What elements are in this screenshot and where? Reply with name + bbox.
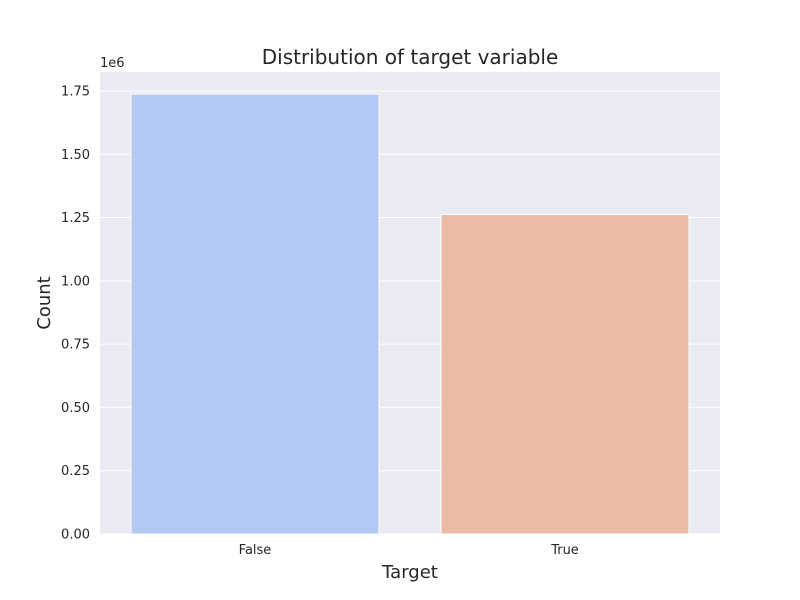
bar-false (130, 93, 380, 535)
y-tick-label: 0.75 (61, 338, 90, 353)
y-tick-label: 1.00 (61, 274, 90, 289)
y-offset-label: 1e6 (100, 56, 125, 71)
y-tick-label: 1.75 (61, 84, 90, 99)
x-tick-label: False (239, 543, 272, 558)
y-tick-label: 0.50 (61, 401, 90, 416)
bars (130, 93, 690, 535)
x-tick-label: True (550, 543, 579, 558)
y-tick-label: 0.00 (61, 528, 90, 543)
y-tick-label: 1.25 (61, 211, 90, 226)
y-tick-labels: 0.00 0.25 0.50 0.75 1.00 1.25 1.50 1.75 (61, 84, 90, 542)
x-axis-label: Target (381, 562, 438, 583)
chart-title: Distribution of target variable (262, 45, 559, 69)
y-axis-label: Count (34, 276, 55, 329)
y-tick-label: 1.50 (61, 148, 90, 163)
y-tick-label: 0.25 (61, 464, 90, 479)
bar-true (440, 214, 690, 535)
x-tick-labels: False True (239, 543, 579, 558)
